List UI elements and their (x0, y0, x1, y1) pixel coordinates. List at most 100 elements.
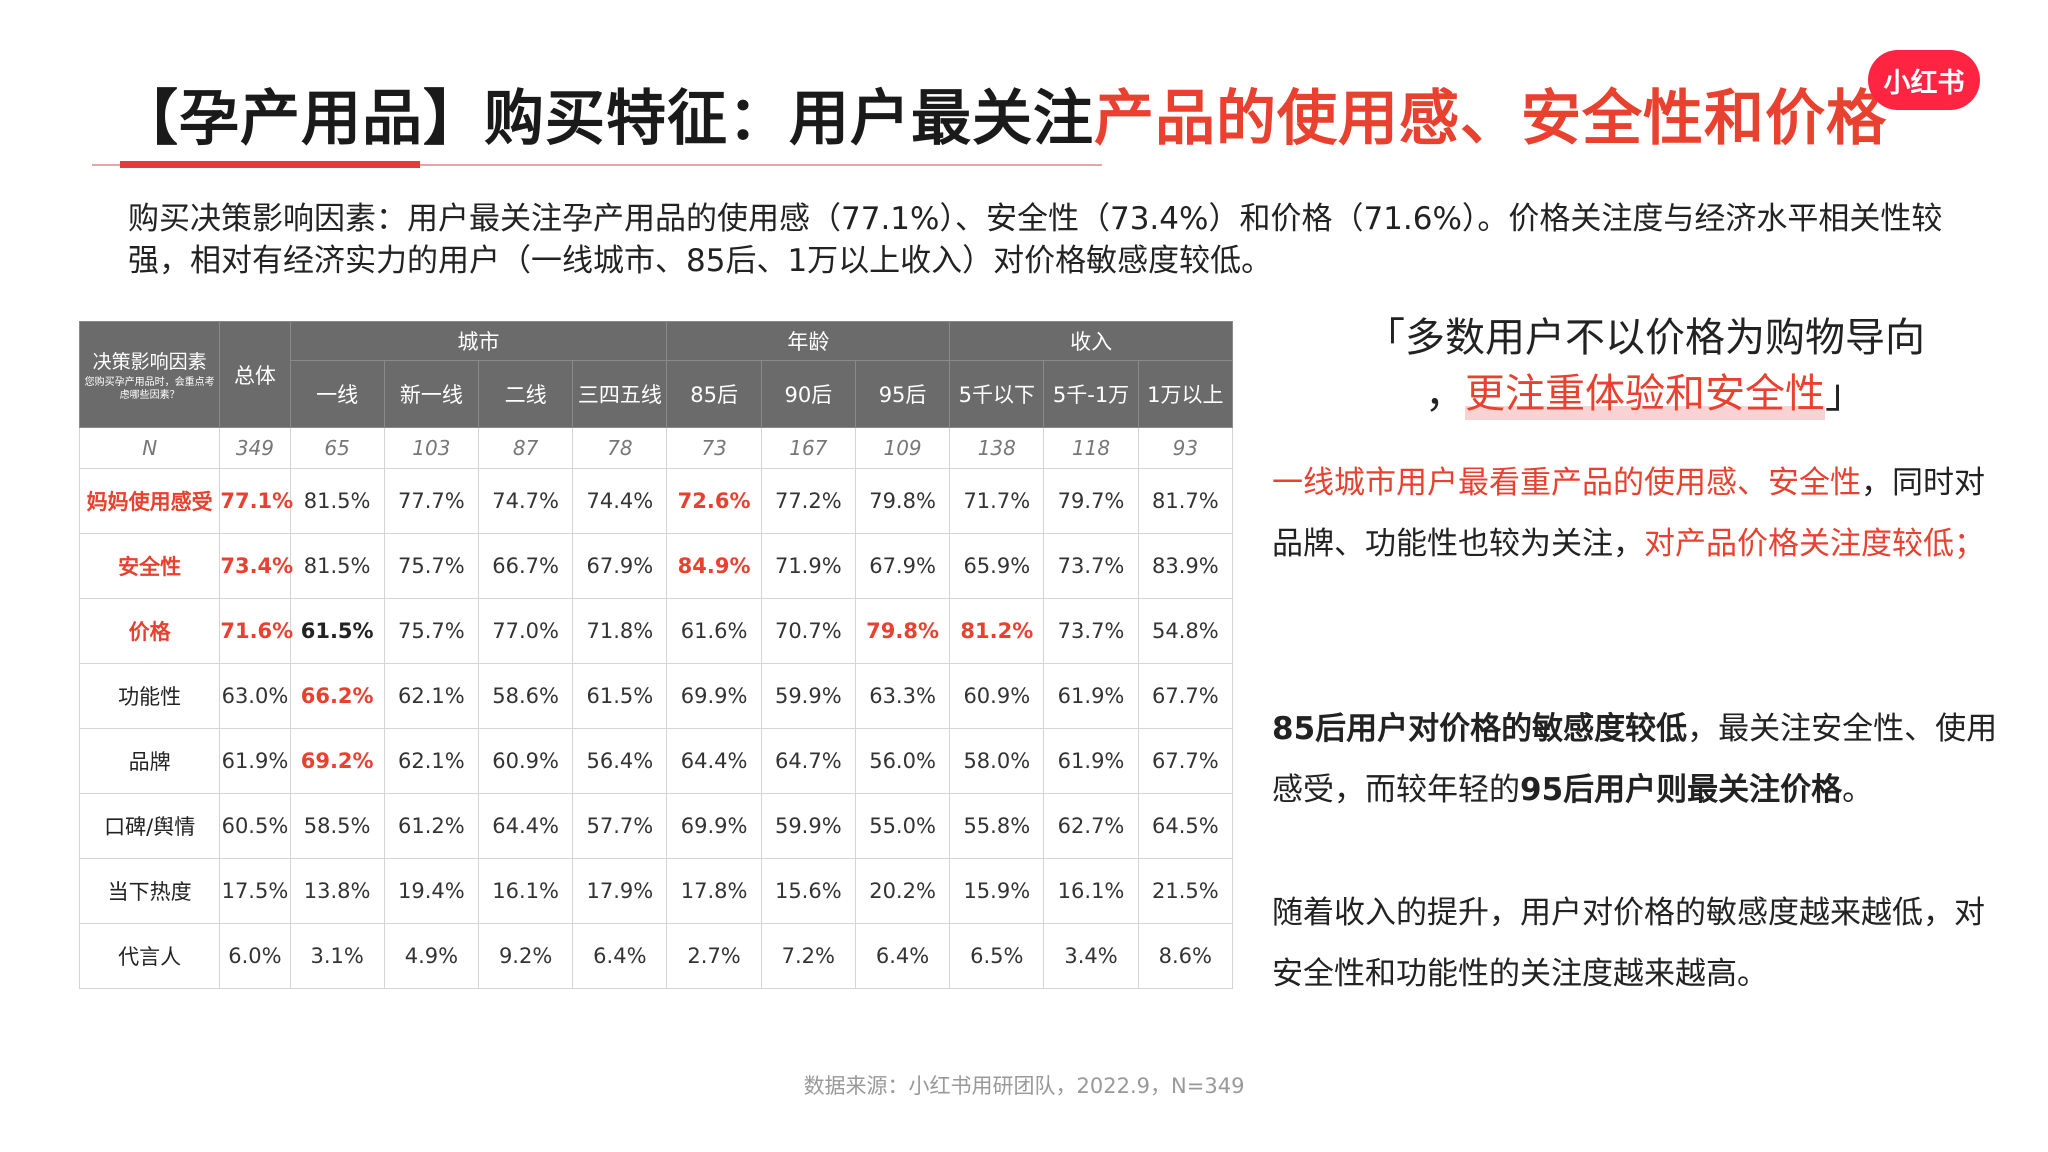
table-row: 功能性 63.0% 66.2% 62.1% 58.6% 61.5% 69.9% 59.9% 63… (78, 663, 1234, 729)
table-cell: 19.4% (383, 858, 480, 924)
table-cell: 59.9% (760, 663, 856, 729)
row-label: 价格 (78, 598, 221, 664)
title-black-part: 【孕产用品】购买特征：用户最关注 (118, 84, 1094, 154)
table-cell: 83.9% (1137, 533, 1234, 599)
table-cell: 58.6% (477, 663, 574, 729)
row-label: 功能性 (78, 663, 221, 729)
table-cell: 61.5% (572, 663, 668, 729)
table-cell: 55.8% (949, 793, 1045, 859)
table-cell: 74.4% (572, 468, 668, 534)
table-cell: 20.2% (854, 858, 951, 924)
table-cell: 16.1% (477, 858, 574, 924)
quote-box: 「多数用户不以价格为购物导向 ，更注重体验和安全性」 (1265, 310, 2025, 422)
highlight-underline (1465, 406, 1825, 420)
table-cell: 73.7% (1043, 598, 1139, 664)
quote-line-1: 「多数用户不以价格为购物导向 (1365, 315, 1925, 361)
sample-size-cell: 78 (572, 427, 668, 469)
row-label: 当下热度 (78, 858, 221, 924)
table-cell: 69.2% (289, 728, 385, 794)
data-source: 数据来源：小红书用研团队，2022.9，N=349 (803, 1074, 1245, 1098)
table-cell: 64.4% (477, 793, 574, 859)
column-header: 新一线 (383, 360, 480, 428)
table-cell: 67.9% (572, 533, 668, 599)
table-cell: 8.6% (1137, 923, 1234, 989)
insight-tier1-city: 一线城市用户最看重产品的使用感、安全性，同时对品牌、功能性也较为关注，对产品价格… (1272, 453, 2012, 575)
insight-2-end: 。 (1842, 772, 1874, 808)
table-cell: 67.7% (1137, 728, 1234, 794)
table-cell: 13.8% (289, 858, 385, 924)
sample-size-cell: N (78, 427, 221, 469)
table-row: 安全性 73.4% 81.5% 75.7% 66.7% 67.9% 84.9% 71.9% 67… (78, 533, 1234, 599)
table-cell: 81.2% (949, 598, 1045, 664)
table-row: 价格 71.6% 61.5% 75.7% 77.0% 71.8% 61.6% 70.7% 79.… (78, 598, 1234, 664)
quote-suffix: 」 (1825, 371, 1865, 417)
table-cell: 81.7% (1137, 468, 1234, 534)
row-label: 品牌 (78, 728, 221, 794)
table-cell: 81.5% (289, 468, 385, 534)
row-label: 口碑/舆情 (78, 793, 221, 859)
sample-size-cell: 349 (219, 427, 291, 469)
row-label: 安全性 (78, 533, 221, 599)
table-cell: 60.5% (219, 793, 291, 859)
table-cell: 61.9% (1043, 663, 1139, 729)
table-row: 当下热度 17.5% 13.8% 19.4% 16.1% 17.9% 17.8% 15.6% 2… (78, 858, 1234, 924)
table-cell: 54.8% (1137, 598, 1234, 664)
table-cell: 69.9% (666, 663, 762, 729)
row-label: 妈妈使用感受 (78, 468, 221, 534)
table-cell: 7.2% (760, 923, 856, 989)
quote-line-2: ，更注重体验和安全性」 (1265, 366, 2025, 422)
table-cell: 63.3% (854, 663, 951, 729)
insight-2-mid: ，最关注安全性、使用感受，而较年轻的 (1272, 711, 1998, 808)
title-accent-bar (120, 161, 420, 168)
quote-prefix: ， (1425, 371, 1465, 417)
table-cell: 69.9% (666, 793, 762, 859)
table-row: 代言人 6.0% 3.1% 4.9% 9.2% 6.4% 2.7% 7.2% 6.4% 6.5% 3… (78, 923, 1234, 989)
table-cell: 63.0% (219, 663, 291, 729)
table-cell: 58.5% (289, 793, 385, 859)
table-cell: 62.7% (1043, 793, 1139, 859)
table-cell: 71.6% (219, 598, 293, 664)
table-row: 口碑/舆情 60.5% 58.5% 61.2% 64.4% 57.7% 69.9% 59.9%… (78, 793, 1234, 859)
total-header: 总体 (219, 321, 291, 428)
table-cell: 16.1% (1043, 858, 1139, 924)
table-cell: 71.7% (949, 468, 1045, 534)
insight-income: 随着收入的提升，用户对价格的敏感度越来越低，对安全性和功能性的关注度越来越高。 (1272, 895, 1985, 992)
quote-highlight-wrap: 更注重体验和安全性 (1465, 366, 1825, 422)
column-header: 1万以上 (1137, 360, 1234, 428)
table-cell: 4.9% (383, 923, 480, 989)
table-cell: 57.7% (572, 793, 668, 859)
table-cell: 2.7% (666, 923, 762, 989)
table-cell: 72.6% (666, 468, 762, 534)
table-cell: 74.7% (477, 468, 574, 534)
table-cell: 77.1% (219, 468, 293, 534)
table-cell: 59.9% (760, 793, 856, 859)
table-cell: 56.4% (572, 728, 668, 794)
table-row: 品牌 61.9% 69.2% 62.1% 60.9% 56.4% 64.4% 64.7% 56.… (78, 728, 1234, 794)
insight-1-red: 一线城市用户最看重产品的使用感、安全性 (1272, 465, 1861, 501)
insight-1-mid: ，同时对品牌、功能性也较为关注， (1272, 465, 1985, 562)
column-header: 三四五线 (572, 360, 668, 428)
table-cell: 66.2% (289, 663, 385, 729)
page-title: 【孕产用品】购买特征：用户最关注产品的使用感、安全性和价格 (118, 74, 1898, 164)
logo-text: 小红书 (1883, 67, 1965, 99)
title-divider (92, 164, 1102, 166)
table-cell: 73.7% (1043, 533, 1139, 599)
sample-size-cell: 167 (760, 427, 856, 469)
sample-size-row: N 349 65 103 87 78 73 167 109 138 118 93 (78, 427, 1234, 469)
column-header: 二线 (477, 360, 574, 428)
table-cell: 81.5% (289, 533, 385, 599)
table-cell: 15.9% (949, 858, 1045, 924)
row-label: 代言人 (78, 923, 221, 989)
table-cell: 6.4% (854, 923, 951, 989)
table-cell: 3.4% (1043, 923, 1139, 989)
table-cell: 79.8% (854, 468, 951, 534)
table-cell: 15.6% (760, 858, 856, 924)
table-row: 妈妈使用感受 77.1% 81.5% 77.7% 74.7% 74.4% 72.6% 77.2… (78, 468, 1234, 534)
table-cell: 79.8% (854, 598, 951, 664)
table-cell: 61.2% (383, 793, 480, 859)
table-cell: 61.6% (666, 598, 762, 664)
table-cell: 61.5% (289, 598, 385, 664)
table-cell: 60.9% (949, 663, 1045, 729)
factor-header: 决策影响因素 您购买孕产用品时，会重点考虑哪些因素？ (78, 321, 221, 428)
xiaohongshu-logo: 小红书 (1868, 50, 1980, 110)
